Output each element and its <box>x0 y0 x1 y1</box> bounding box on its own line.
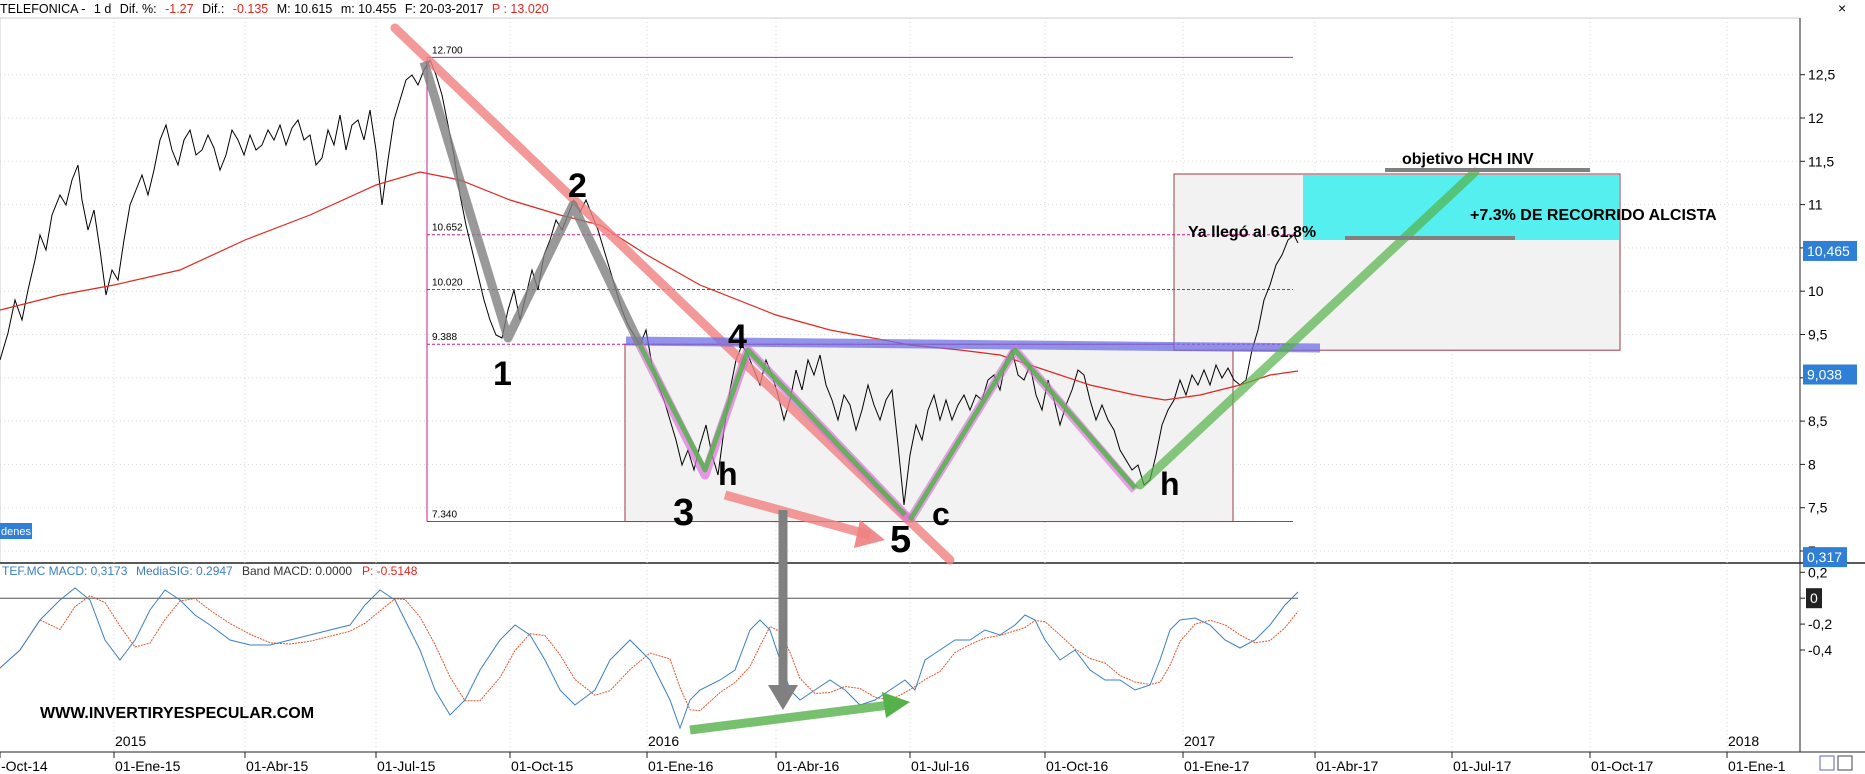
axes: 12,51211,51110,5109,598,587,5710,4659,03… <box>0 67 1857 774</box>
red-arrow-shaft <box>723 490 872 540</box>
level-label: 12.700 <box>432 45 463 56</box>
annotations: objetivo HCH INV Ya llegó al 61.8% +7.3%… <box>2 151 1717 722</box>
macd-tick-label: 0,2 <box>1808 564 1828 580</box>
upside-annotation: +7.3% DE RECORRIDO ALCISTA <box>1470 207 1717 224</box>
h-left-label: h <box>718 456 738 492</box>
chart-header: TELEFONICA - 1 d Dif. %: -1.27 Dif.: -0.… <box>0 0 1790 18</box>
ordenes-tab-bg <box>0 523 32 539</box>
year-label: 2018 <box>1728 733 1759 749</box>
zero-badge-bg <box>1806 588 1822 609</box>
wave-1-label: 1 <box>493 355 512 393</box>
analysis-drawings <box>390 23 1590 735</box>
macd-divergence-head <box>882 692 910 718</box>
wave-5-label: 5 <box>890 519 911 561</box>
price-tick-label: 12 <box>1808 110 1824 126</box>
close-icon[interactable]: × <box>1838 0 1847 16</box>
zero-badge: 0 <box>1810 590 1818 606</box>
dif-pct-value: -1.27 <box>165 2 194 16</box>
macd-tick-label: -0,4 <box>1808 642 1832 658</box>
reached-annotation: Ya llegó al 61.8% <box>1188 224 1316 241</box>
period-label: 1 d <box>93 2 112 16</box>
wave-green-path <box>637 343 907 517</box>
level-label: 10.652 <box>432 223 463 234</box>
ma-badge-bg <box>1803 364 1857 385</box>
year-label: 2015 <box>115 733 146 749</box>
band-label: Band MACD: 0.0000 <box>242 564 352 578</box>
price-tick-label: 7,5 <box>1808 500 1828 516</box>
time-tick-label: 01-Jul-15 <box>377 758 436 774</box>
price-tick-label: 8 <box>1808 456 1816 472</box>
tool-icon <box>1837 755 1853 771</box>
level-label: 10.020 <box>432 277 463 288</box>
dif-value: -0.135 <box>232 2 269 16</box>
price-tick-label: 11 <box>1808 197 1823 213</box>
target-annotation: objetivo HCH INV <box>1402 151 1534 168</box>
macd-badge: 0,317 <box>1807 549 1842 565</box>
breakout-arrow-green <box>1135 167 1480 490</box>
gray-arrow-head <box>768 685 798 710</box>
time-tick-label: 01-Jul-16 <box>911 758 970 774</box>
last-price-badge: 10,465 <box>1807 243 1850 259</box>
time-tick-label: 01-Abr-16 <box>777 758 839 774</box>
year-label: 2016 <box>648 733 679 749</box>
red-arrow-head <box>854 520 885 548</box>
wave-green-right <box>907 347 1137 522</box>
min-label: m: 10.455 <box>340 2 397 16</box>
time-tick-label: 01-Ene-16 <box>648 758 714 774</box>
macd-divergence-shaft <box>689 700 891 735</box>
last-price-badge-bg <box>1803 240 1857 261</box>
price-tick-label: 9,5 <box>1808 327 1828 343</box>
price-tick-label: 8,5 <box>1808 413 1828 429</box>
time-tick-label: 01-Oct-15 <box>511 758 573 774</box>
macd-badge-bg <box>1803 547 1847 568</box>
level-label: 9.388 <box>432 332 457 343</box>
time-tick-label: 01-Ene-15 <box>115 758 181 774</box>
time-tick-label: 01-Ene-17 <box>1184 758 1250 774</box>
neckline <box>625 336 1321 353</box>
macd-p-label: P: -0.5148 <box>362 564 418 578</box>
ma-badge: 9,038 <box>1807 367 1842 383</box>
signal-label: MediaSIG: 0.2947 <box>136 564 233 578</box>
price-tick-label: 12,5 <box>1808 67 1835 83</box>
wave-3-label: 3 <box>673 492 694 534</box>
max-label: M: 10.615 <box>276 2 333 16</box>
time-tick-label: 01-Abr-17 <box>1316 758 1378 774</box>
price-tick-label: 11,5 <box>1808 153 1834 169</box>
price-tick-label: 10 <box>1808 283 1824 299</box>
c-label: c <box>932 496 950 532</box>
time-tick-label: 01-Abr-15 <box>246 758 308 774</box>
h-right-label: h <box>1160 466 1180 502</box>
level-label: 7.340 <box>432 510 457 521</box>
time-tick-label: 01-Oct-16 <box>1046 758 1108 774</box>
time-tick-label: -Oct-14 <box>1 758 48 774</box>
macd-tick-label: -0,2 <box>1808 616 1832 632</box>
time-tick-label: 01-Jul-17 <box>1453 758 1512 774</box>
ordenes-tab-label: denes <box>1 526 31 538</box>
save-icon <box>1819 755 1835 771</box>
dif-label: Dif.: <box>202 2 225 16</box>
macd-line <box>0 587 1299 730</box>
wave-grey-path <box>419 60 645 347</box>
date-label: F: 20-03-2017 <box>404 2 484 16</box>
symbol-label: TELEFONICA - <box>0 2 86 16</box>
time-tick-label: 01-Ene-1 <box>1728 758 1786 774</box>
wave-4-label: 4 <box>728 318 747 356</box>
dif-pct-label: Dif. %: <box>119 2 157 16</box>
p-label: P : 13.020 <box>491 2 549 16</box>
year-label: 2017 <box>1184 733 1215 749</box>
time-tick-label: 01-Oct-17 <box>1591 758 1653 774</box>
macd-signal-line <box>0 595 1299 712</box>
wave-2-label: 2 <box>568 167 587 205</box>
macd-label: TEF.MC MACD: 0,3173 <box>2 564 128 578</box>
moving-average-line <box>0 171 1299 401</box>
watermark: WWW.INVERTIRYESPECULAR.COM <box>40 705 314 722</box>
